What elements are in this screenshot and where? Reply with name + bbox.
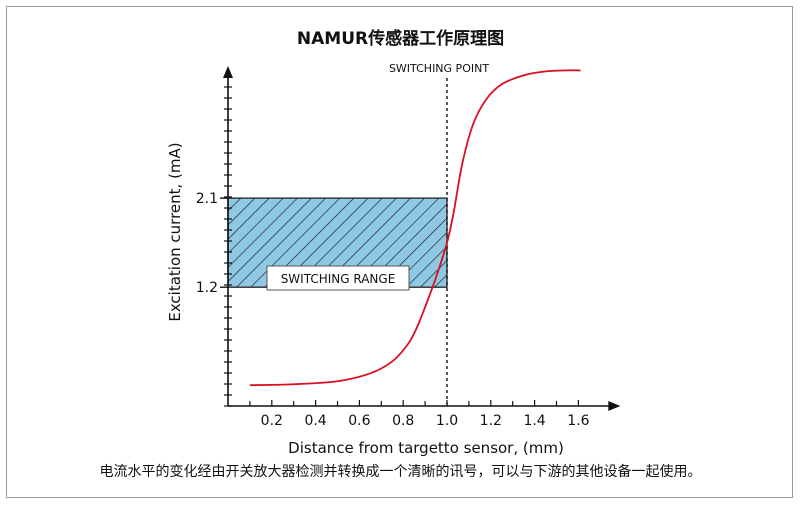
caption: 电流水平的变化经由开关放大器检测并转换成一个清晰的讯号，可以与下游的其他设备一起… [99, 464, 702, 480]
switching-range-label-box [266, 265, 410, 291]
y-axis-arrow [223, 66, 233, 78]
x-axis-label: Distance from targetto sensor, (mm) [288, 439, 564, 457]
x-tick-label: 0.6 [348, 413, 370, 429]
x-tick-label: 1.0 [436, 413, 458, 429]
x-axis-arrow [608, 401, 621, 411]
y-tick-label: 2.1 [196, 191, 218, 207]
excitation-current-curve [249, 69, 581, 387]
x-tick-label: 0.2 [261, 413, 283, 429]
x-tick-label: 0.8 [392, 413, 414, 429]
x-tick-label: 0.4 [304, 413, 326, 429]
x-tick-label: 1.4 [523, 413, 545, 429]
chart-title: NAMUR传感器工作原理图 [296, 29, 505, 49]
y-axis-label: Excitation current, (mA) [166, 142, 184, 321]
y-tick-label: 1.2 [196, 280, 218, 296]
switching-range-label: SWITCHING RANGE [281, 272, 396, 286]
x-tick-label: 1.2 [480, 413, 502, 429]
x-tick-label: 1.6 [567, 413, 589, 429]
switching-point-label: SWITCHING POINT [389, 62, 489, 75]
